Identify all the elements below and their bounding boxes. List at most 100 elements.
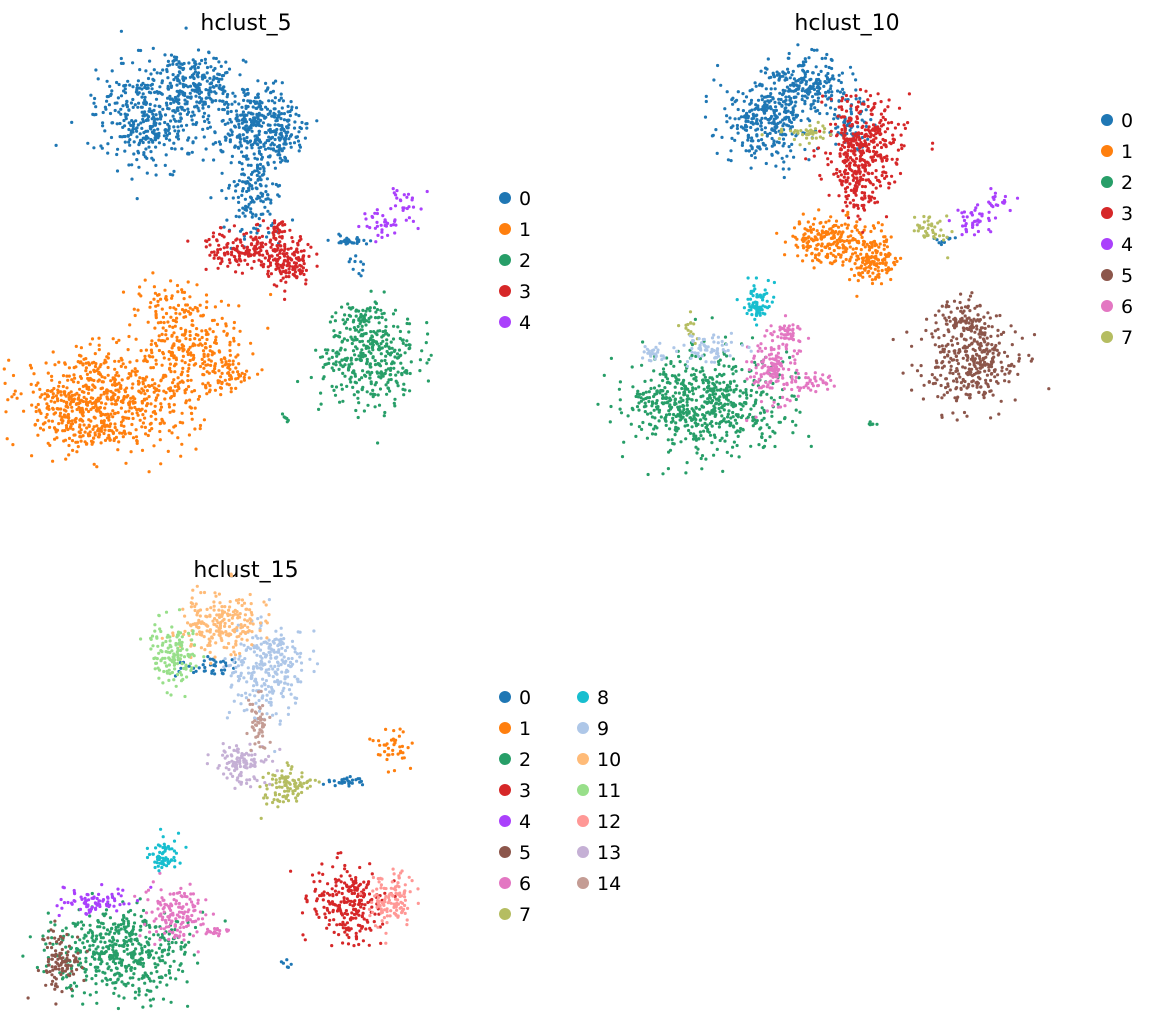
cell-point-cluster-0 [286, 104, 290, 108]
cell-point-cluster-1 [189, 411, 194, 415]
cell-point-cluster-1 [97, 343, 101, 347]
cell-point-cluster-3 [225, 250, 230, 254]
cell-point-cluster-3 [208, 243, 212, 247]
cell-point-cluster-0 [750, 120, 754, 124]
cell-point-cluster-2 [688, 431, 693, 435]
cell-point-cluster-1 [80, 390, 84, 394]
cell-point-cluster-0 [249, 99, 253, 103]
cell-point-cluster-0 [172, 125, 176, 129]
cell-point-cluster-0 [246, 92, 250, 96]
cell-point-cluster-1 [130, 386, 134, 390]
cell-point-cluster-0 [160, 92, 164, 96]
cell-point-cluster-1 [128, 360, 132, 364]
cell-point-cluster-1 [38, 387, 42, 391]
cell-point-cluster-1 [228, 367, 232, 371]
cell-point-cluster-0 [264, 190, 268, 194]
cell-point-cluster-0 [172, 99, 177, 103]
cell-point-cluster-2 [647, 399, 651, 404]
cell-point-cluster-1 [162, 389, 166, 393]
cell-point-cluster-0 [253, 141, 257, 145]
cell-point-cluster-0 [793, 104, 797, 108]
cell-point-cluster-1 [266, 326, 270, 330]
cell-point-cluster-0 [230, 102, 234, 106]
cell-point-cluster-4 [404, 218, 408, 222]
cell-point-cluster-1 [40, 393, 44, 397]
cell-point-cluster-0 [782, 71, 786, 75]
cell-point-cluster-1 [134, 337, 138, 341]
cell-point-cluster-2 [396, 370, 400, 374]
cell-point-cluster-0 [222, 225, 226, 229]
cell-point-cluster-1 [851, 252, 855, 256]
cell-point-cluster-0 [837, 99, 841, 103]
cell-point-cluster-0 [240, 172, 244, 176]
cell-point-cluster-2 [771, 429, 775, 433]
cell-point-cluster-0 [756, 106, 760, 110]
cell-point-cluster-0 [772, 81, 777, 85]
cell-point-cluster-0 [183, 93, 187, 98]
cell-point-cluster-1 [237, 362, 241, 366]
cell-point-cluster-2 [770, 414, 774, 418]
cell-point-cluster-0 [119, 56, 123, 61]
cell-point-cluster-0 [175, 83, 179, 87]
cell-point-cluster-1 [123, 416, 127, 420]
cell-point-cluster-0 [256, 115, 260, 119]
cell-point-cluster-1 [149, 301, 153, 305]
cell-point-cluster-1 [204, 293, 209, 297]
cell-point-cluster-2 [319, 402, 323, 406]
cell-point-cluster-3 [851, 143, 856, 147]
cell-point-cluster-0 [814, 65, 818, 69]
cell-point-cluster-1 [127, 401, 131, 405]
cell-point-cluster-1 [90, 361, 94, 365]
cell-point-cluster-2 [758, 411, 763, 415]
cell-point-cluster-0 [351, 267, 355, 271]
cell-point-cluster-1 [867, 269, 871, 273]
cell-point-cluster-2 [354, 338, 358, 342]
cell-point-cluster-0 [163, 163, 167, 167]
cell-point-cluster-1 [158, 438, 162, 442]
cell-point-cluster-0 [771, 97, 775, 101]
cell-point-cluster-0 [785, 85, 790, 89]
cell-point-cluster-2 [370, 346, 375, 350]
cell-point-cluster-0 [786, 67, 790, 71]
cell-point-cluster-0 [823, 56, 828, 60]
cell-point-cluster-0 [198, 62, 202, 66]
cell-point-cluster-0 [176, 132, 180, 136]
cell-point-cluster-0 [730, 98, 734, 102]
cell-point-cluster-0 [86, 141, 90, 145]
cell-point-cluster-0 [825, 52, 829, 57]
cell-point-cluster-0 [234, 189, 238, 193]
cell-point-cluster-1 [81, 363, 85, 367]
cell-point-cluster-2 [330, 315, 334, 319]
cell-point-cluster-2 [716, 360, 721, 364]
cell-point-cluster-1 [219, 393, 223, 397]
cell-point-cluster-0 [158, 122, 162, 126]
cell-point-cluster-2 [670, 438, 674, 442]
cell-point-cluster-0 [189, 95, 193, 99]
cell-point-cluster-1 [11, 373, 16, 378]
cell-point-cluster-0 [266, 197, 270, 201]
cell-point-cluster-1 [143, 385, 147, 389]
cell-point-cluster-1 [54, 430, 58, 434]
cell-point-cluster-0 [203, 102, 207, 106]
cell-point-cluster-3 [848, 156, 853, 160]
cell-point-cluster-3 [302, 272, 306, 277]
cell-point-cluster-2 [867, 422, 871, 426]
cell-point-cluster-3 [931, 141, 935, 145]
cell-point-cluster-0 [326, 238, 330, 242]
cell-point-cluster-1 [232, 326, 236, 330]
cell-point-cluster-1 [269, 292, 273, 297]
cell-point-cluster-2 [368, 309, 372, 313]
cell-point-cluster-3 [871, 149, 876, 153]
cell-point-cluster-3 [240, 244, 244, 248]
cell-point-cluster-1 [120, 431, 124, 435]
cell-point-cluster-0 [260, 113, 264, 117]
cell-point-cluster-1 [813, 247, 818, 251]
cell-point-cluster-1 [179, 326, 183, 331]
cell-point-cluster-1 [99, 363, 103, 367]
cell-point-cluster-3 [902, 123, 906, 127]
cell-point-cluster-0 [289, 108, 294, 112]
cell-point-cluster-0 [153, 132, 157, 136]
cell-point-cluster-1 [11, 443, 15, 447]
cell-point-cluster-3 [234, 270, 238, 274]
cell-point-cluster-0 [745, 116, 749, 120]
